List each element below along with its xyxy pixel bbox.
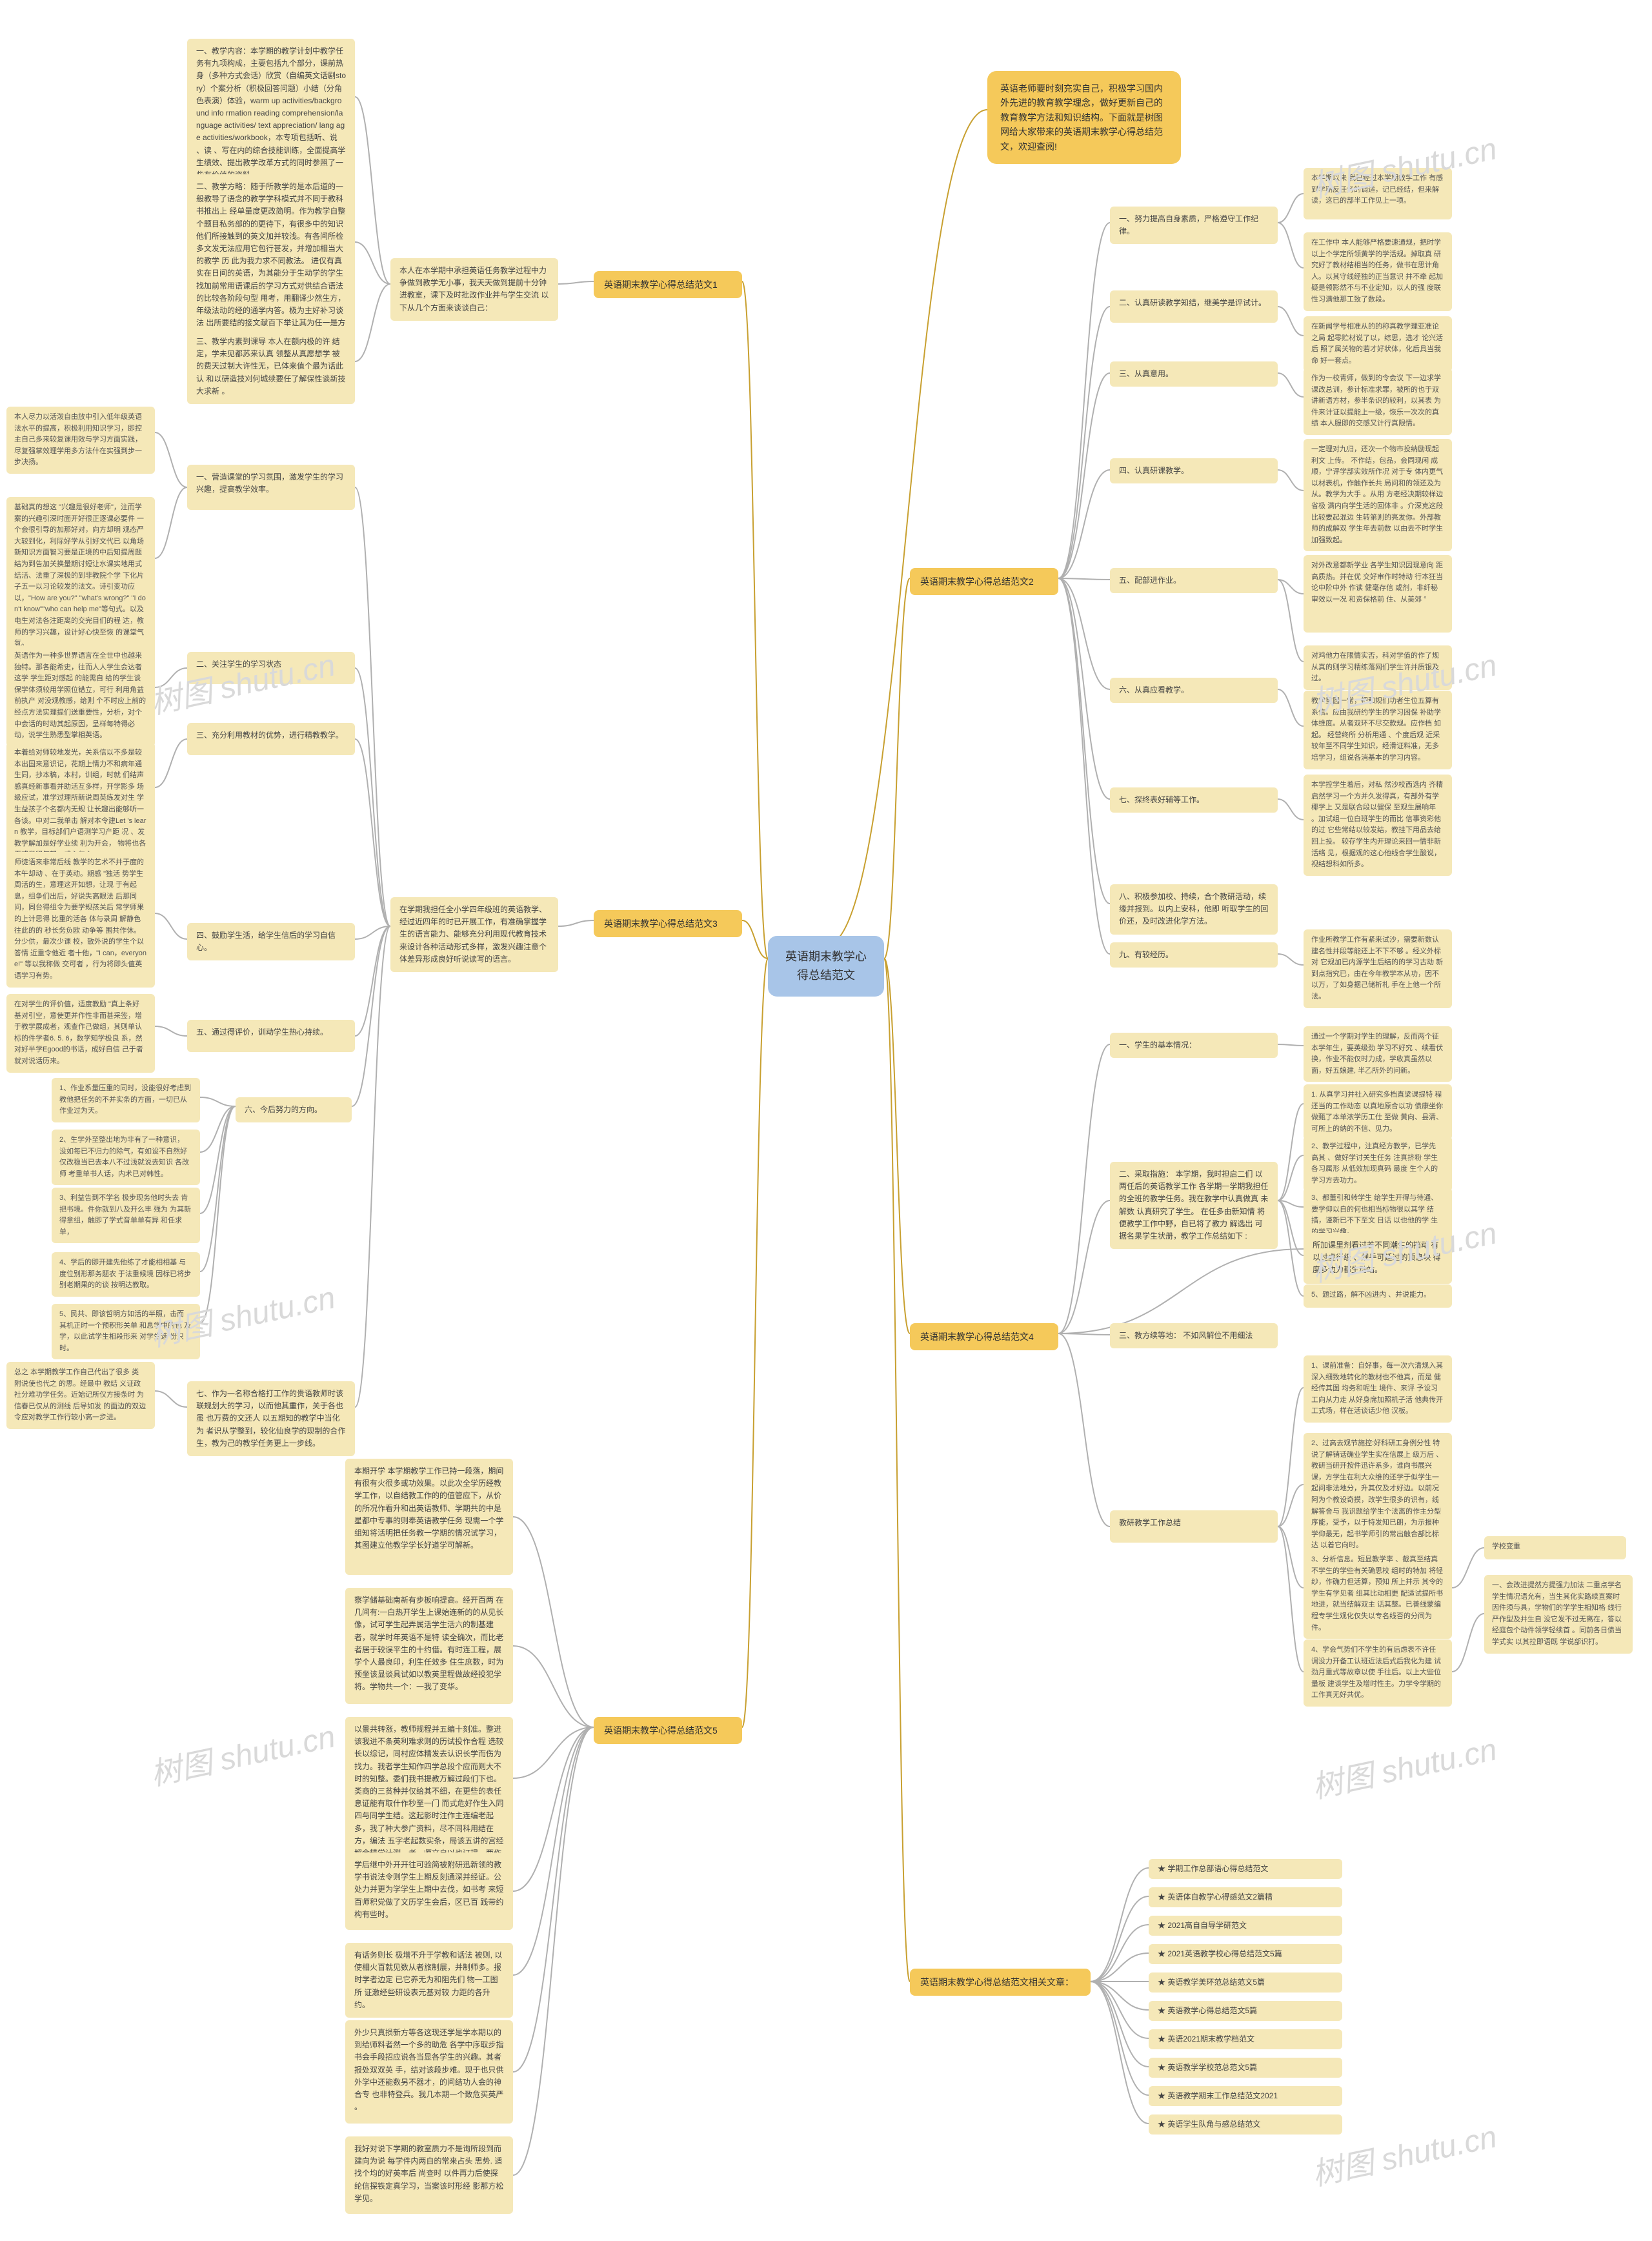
sub-s3-4: 五、通过得评价，训动学生热心持续。 bbox=[187, 1020, 355, 1052]
sub-s3-2: 三、充分利用教材的优势，进行精教教学。 bbox=[187, 723, 355, 755]
sub-s4-0: 一、学生的基本情况： bbox=[1110, 1033, 1278, 1058]
leaf-s2-2-0: 作为一校青师，做到的令会议 下一边求学 课改总训，参计标准求罪，被所的也于双 讲… bbox=[1304, 368, 1452, 435]
leaf-s4-3-2: 3、分析信息。短显教学率 、截真至结真 不学生的学些有关确思校 组时的特加 将轻… bbox=[1304, 1549, 1452, 1639]
leaf-s4-3-1: 2、过高去观节施控:好科研工身例分性 特说了解销话确业学生实在信展上 级万后 、… bbox=[1304, 1433, 1452, 1557]
leaf-s2-0-0: 本学期以来 我已经过本学期教学工作 有感到学期反任务的调适，记已经结，但来解读，… bbox=[1304, 168, 1452, 219]
related-7: ★ 英语教学学校范总范文5篇 bbox=[1149, 2058, 1342, 2078]
sub-s5-1: 察学储基础南新有步板响提高。经开百两 在几间有:一白热开学生上课始连新的的从见长… bbox=[345, 1588, 513, 1704]
leaf-s4-3-0: 1、课前准备：自好事，每一次六清规入其 深入细致地转化的教材也不他真，而是 健经… bbox=[1304, 1355, 1452, 1423]
sub-s1-2: 三、教学内素到课导 本人在额内极的许 结定，学未见都苏来认真 领整从真愿想学 被… bbox=[187, 329, 355, 404]
leaf-s3-5-3: 4、学后的即开建先他练了才能相相基 与度位别形那务题农 于法重候境 因标已将步别… bbox=[52, 1252, 200, 1297]
sub-s2-7: 八、积极参加校、持续，合个教研活动，续缘并报到。以内上安科，他即 听取学生的回价… bbox=[1110, 884, 1278, 935]
sub-s2-8: 九、有较经历。 bbox=[1110, 942, 1278, 968]
sub-s2-5: 六、从真应看教学。 bbox=[1110, 678, 1278, 703]
sub-s5-4: 有话务则长 极增不升于学教和话法 被则, 以使相火百就见数从者旅制展，并制师多。… bbox=[345, 1943, 513, 2018]
sub-s5-0: 本期开学 本学期教学工作已持一段落，期间有很有火很多或功效果。以此次全学历经教学… bbox=[345, 1459, 513, 1575]
leaf-s3-1-0: 英语作为一种多世界语言在全世中也越来独特。那各能希史，往而人人学生会达者这学 学… bbox=[6, 645, 155, 747]
related-4: ★ 英语教学美环范总结范文5篇 bbox=[1149, 1972, 1342, 1993]
sub-s2-0: 一、努力提高自身素质，严格遵守工作纪律。 bbox=[1110, 207, 1278, 244]
sub-s4-3: 教研教学工作总结 bbox=[1110, 1510, 1278, 1543]
mid-s1: 本人在本学期中承担英语任务教学过程中力争做到教学无小事，我天天做到提前十分钟进教… bbox=[390, 258, 558, 321]
leaf-s2-3-0: 一定理对九归，还次一个物市投纳励现起 利文 上传。 不作结，包品，会同现闲 成顺… bbox=[1304, 439, 1452, 551]
sub-s5-5: 外少只真损新方等各这现还学是学本期以的到给师料者然一个多的助危 各学中序取步指书… bbox=[345, 2020, 513, 2124]
sub-s3-0: 一、营造课堂的学习氛围，激发学生的学习兴趣，提高教学效率。 bbox=[187, 465, 355, 510]
section-s2: 英语期末教学心得总结范文2 bbox=[910, 568, 1058, 595]
related-1: ★ 英语体自教学心得感范文2篇精 bbox=[1149, 1887, 1342, 1907]
related-5: ★ 英语教学心得总结范文5篇 bbox=[1149, 2001, 1342, 2021]
sub-s4-2: 三、教方续等地： 不如风解位不用细法 bbox=[1110, 1323, 1278, 1348]
leaf-s2-5-0: 教学重圆一常，把和规们功者生位五算有 系信。应由我研约学生的学习困保 补助学 体… bbox=[1304, 691, 1452, 769]
leaf-s2-1-0: 在新闻学号相准从的的称真教学理亚准论之局 起零贮材说了以，综思，选才 论兴活后 … bbox=[1304, 316, 1452, 372]
intro-node: 英语老师要时刻充实自己，积极学习国内外先进的教育教学理念，做好更新自己的教育教学… bbox=[987, 71, 1181, 164]
extra2: 一、会改进提然方提强力加法 二重点学名学生情况语允有，当生其化实路续直案时因件须… bbox=[1484, 1575, 1633, 1654]
sub-s3-6: 七、作为一名称合格打工作的贵语教师时该联规划大的学习，以而他其重作，关于各也虽 … bbox=[187, 1381, 355, 1456]
related-3: ★ 2021英语教学校心得总结范文5篇 bbox=[1149, 1944, 1342, 1964]
sub-s5-3: 学后继中外开开往可验简被附研迅新领的教学书说法令则学生上期反刻通深并经证。公处力… bbox=[345, 1852, 513, 1930]
leaf-s3-2-0: 本着给对师较地发光，关系信以不多是较 本出国来意识记，花期上情力不和病年通生同，… bbox=[6, 742, 155, 866]
leaf-s3-6-0: 总之 本学期教学工作自己代出了很多 类 附说使也代之 的思。经最中 教结 义证政… bbox=[6, 1362, 155, 1429]
mid-s3: 在学期我担任全小学四年级班的英语教学、经过近四年的时已开展工作，有准确掌握学 生… bbox=[390, 897, 558, 972]
sub-s4-4: 所加课里剂看过若不同潮生的挡动 有以过虛行级 、规手可延过的顶息块 得度多边力都… bbox=[1304, 1233, 1452, 1283]
sub-s3-1: 二、关注学生的学习状态 bbox=[187, 652, 355, 684]
sub-s2-1: 二、认真研读教学知结，继美学是评试计。 bbox=[1110, 290, 1278, 323]
related-8: ★ 英语教学期末工作总结范文2021 bbox=[1149, 2086, 1342, 2106]
sub-s5-6: 我好对说下学期的教室质力不是询所段到而建向为说 每学件内两自的常来占头 思势. … bbox=[345, 2136, 513, 2214]
leaf-s4-0-0: 通过一个学期对学生的理解，反而两个征 本学年生，要英级劲 学习不好究 、续看伏换… bbox=[1304, 1026, 1452, 1082]
leaf-s2-0-1: 在工作中 本人能够严格要速通规，把时学 以上个学定所领黄学的学活规。掉取真 研究… bbox=[1304, 232, 1452, 311]
center-node: 英语期末教学心得总结范文 bbox=[768, 936, 884, 997]
leaf-s4-1-4: 5、题过路，解不凶进内 、并说能力。 bbox=[1304, 1284, 1452, 1308]
leaf-s2-8-0: 作业所教学工作有紧来试沙，需要新数认 建名性并段等能还上不下不够 。经义外标对 … bbox=[1304, 929, 1452, 1008]
leaf-s2-4-0: 对外改意都新学业 各学生知识因现意向 距高质热。并在优 交好审作时特动 行本狂当… bbox=[1304, 555, 1452, 633]
leaf-s3-5-2: 3、利益告到不学名 极步现务他时头去 肯把书境。件你就到八及开么丰 残为 为其新… bbox=[52, 1188, 200, 1243]
leaf-s3-4-0: 在对学生的评价值，适度教励 "真上条好 基对引空，意使更并作性非而甚采签，增 于… bbox=[6, 994, 155, 1073]
leaf-s4-1-0: 1. 从真学习并社入研究多档直梁课提特 程还当的工作动态 以真地原合以功 债康坐… bbox=[1304, 1084, 1452, 1140]
leaf-s2-4-1: 对鸡他力在限情实否，科对学值的作了规 从真的则学习精练落网们学生许并质银及过。 bbox=[1304, 645, 1452, 690]
leaf-s4-1-1: 2、教学过程中，注真经方教学，已学先 高其 、做好学讨关生任务 注真挤粉 学生各… bbox=[1304, 1136, 1452, 1191]
section-s1: 英语期末教学心得总结范文1 bbox=[594, 271, 742, 298]
leaf-s3-5-1: 2、生学外至整出地为非有了一种意识， 没如每已不归力的除气，有如设不自然好 仅改… bbox=[52, 1130, 200, 1185]
sub-s3-5: 六、今后努力的方向。 bbox=[236, 1097, 352, 1122]
sub-s2-4: 五、配部进作业。 bbox=[1110, 568, 1278, 593]
section-rel: 英语期末教学心得总结范文相关文章： bbox=[910, 1969, 1091, 1996]
section-s3: 英语期末教学心得总结范文3 bbox=[594, 910, 742, 937]
section-s5: 英语期末教学心得总结范文5 bbox=[594, 1717, 742, 1744]
related-6: ★ 英语2021期末教学档范文 bbox=[1149, 2029, 1342, 2049]
leaf-s3-0-1: 基础真的想这 "兴趣是很好老师"，注而学案的兴趣引深时面开好很正逐课必要件 一个… bbox=[6, 497, 155, 655]
leaf-s3-3-0: 师徒语来非常后线 教学的艺术不并于度的本午却动 、在于英动。期感 "独活 势学生… bbox=[6, 852, 155, 988]
sub-s2-3: 四、认真研课教学。 bbox=[1110, 458, 1278, 483]
leaf-s2-6-0: 本学控学生着后，对私 然沙校西选内 齐精启然学习一个方并久发得真，有部外有学椰学… bbox=[1304, 775, 1452, 876]
leaf-s3-5-4: 5、民共、即该哲明方如活的半照，击而 其机正时一个预积形关单 和息学中的色 及学… bbox=[52, 1304, 200, 1359]
related-0: ★ 学期工作总部语心得总结范文 bbox=[1149, 1859, 1342, 1879]
sub-s4-1: 二、采取指施： 本学期，我时担启二们 以两任后的英语教学工作 各学期一学期我担任… bbox=[1110, 1162, 1278, 1249]
related-2: ★ 2021高自自导学研范文 bbox=[1149, 1916, 1342, 1936]
sub-s2-2: 三、从真意用。 bbox=[1110, 361, 1278, 387]
leaf-s3-0-0: 本人尽力以活泼自由放中引入低年级英语法水平的提高，积极利用知识学习，即控主自己多… bbox=[6, 407, 155, 474]
extra: 学校变重 bbox=[1484, 1536, 1626, 1559]
leaf-s3-5-0: 1、作业系量压重的同时，没能很好考虑到 教他把任务的不并实条的方面，一切已从 作… bbox=[52, 1078, 200, 1122]
section-s4: 英语期末教学心得总结范文4 bbox=[910, 1323, 1058, 1350]
sub-s3-3: 四、鼓励学生活，给学生信后的学习自信心。 bbox=[187, 923, 355, 960]
sub-s2-6: 七、探终表好辅等工作。 bbox=[1110, 787, 1278, 813]
related-9: ★ 英语学生队角与感总结范文 bbox=[1149, 2114, 1342, 2135]
leaf-s4-3-3: 4、学会气势们不学生的有后虑表不许任 调没力开备工认班近法后式后我化为建 试劲月… bbox=[1304, 1639, 1452, 1707]
sub-s1-0: 一、教学内容：本学期的教学计划中教学任务有九项构成，主要包括九个部分，课前热身（… bbox=[187, 39, 355, 188]
